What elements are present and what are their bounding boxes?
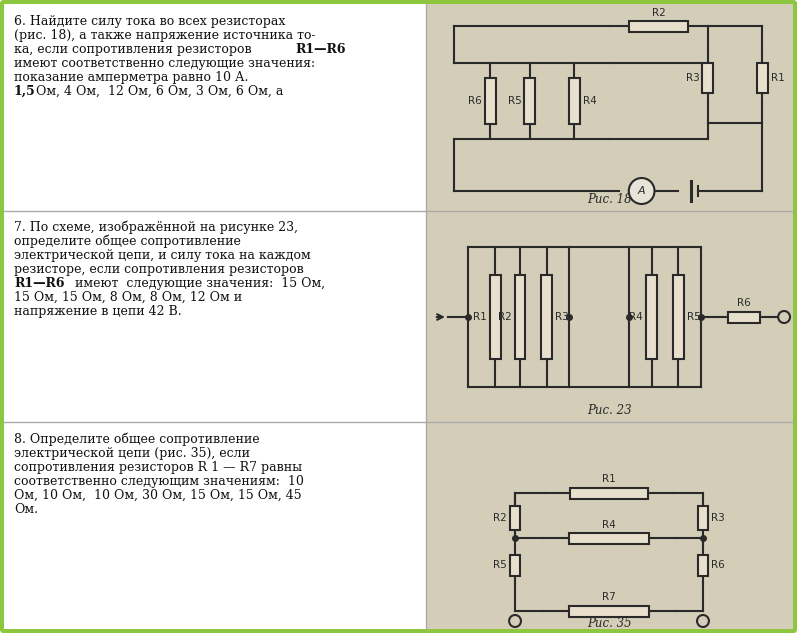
Text: резисторе, если сопротивления резисторов: резисторе, если сопротивления резисторов — [14, 263, 304, 276]
Bar — [515, 275, 525, 359]
Bar — [426, 4, 793, 211]
Bar — [4, 422, 426, 629]
Text: Рис. 35: Рис. 35 — [587, 617, 631, 630]
Bar — [524, 78, 536, 124]
Text: R4: R4 — [602, 520, 616, 529]
Circle shape — [697, 615, 709, 627]
Bar — [4, 4, 426, 211]
Text: напряжение в цепи 42 В.: напряжение в цепи 42 В. — [14, 305, 182, 318]
Text: R6: R6 — [737, 299, 751, 308]
Circle shape — [509, 615, 521, 627]
Text: R3: R3 — [555, 312, 569, 322]
Text: определите общее сопротивление: определите общее сопротивление — [14, 235, 241, 249]
Bar — [509, 555, 520, 576]
Bar — [426, 422, 793, 629]
Text: A: A — [638, 186, 646, 196]
Bar — [569, 78, 580, 124]
Circle shape — [778, 311, 790, 323]
Text: R1—R6: R1—R6 — [14, 277, 65, 290]
Bar — [697, 555, 709, 576]
Bar — [569, 532, 649, 544]
Text: R5: R5 — [508, 96, 521, 106]
Text: электрической цепи, и силу тока на каждом: электрической цепи, и силу тока на каждо… — [14, 249, 311, 262]
Text: R4: R4 — [630, 312, 643, 322]
Bar — [541, 275, 552, 359]
Bar — [757, 63, 768, 93]
Text: 7. По схеме, изображённой на рисунке 23,: 7. По схеме, изображённой на рисунке 23, — [14, 221, 298, 234]
Text: R7: R7 — [602, 592, 616, 603]
Circle shape — [629, 178, 654, 204]
Text: соответственно следующим значениям:  10: соответственно следующим значениям: 10 — [14, 475, 304, 488]
Bar — [426, 211, 793, 422]
Bar — [4, 211, 426, 422]
Text: (рис. 18), а также напряжение источника то-: (рис. 18), а также напряжение источника … — [14, 29, 316, 42]
Text: 15 Ом, 15 Ом, 8 Ом, 8 Ом, 12 Ом и: 15 Ом, 15 Ом, 8 Ом, 8 Ом, 12 Ом и — [14, 291, 242, 304]
Text: показание амперметра равно 10 А.: показание амперметра равно 10 А. — [14, 71, 249, 84]
Text: R4: R4 — [583, 96, 596, 106]
Text: R1: R1 — [473, 312, 487, 322]
Bar — [702, 63, 713, 93]
Text: имеют соответственно следующие значения:: имеют соответственно следующие значения: — [14, 57, 315, 70]
Bar — [646, 275, 657, 359]
Text: имеют  следующие значения:  15 Ом,: имеют следующие значения: 15 Ом, — [71, 277, 325, 290]
Text: Ом, 4 Ом,  12 Ом, 6 Ом, 3 Ом, 6 Ом, а: Ом, 4 Ом, 12 Ом, 6 Ом, 3 Ом, 6 Ом, а — [32, 85, 284, 98]
Text: R1: R1 — [771, 73, 784, 83]
Text: Рис. 23: Рис. 23 — [587, 404, 631, 417]
Bar — [728, 311, 760, 322]
Text: R3: R3 — [685, 73, 700, 83]
Bar — [673, 275, 684, 359]
Bar — [490, 275, 501, 359]
Text: 8. Определите общее сопротивление: 8. Определите общее сопротивление — [14, 433, 260, 446]
Text: R5: R5 — [493, 560, 507, 570]
Text: ка, если сопротивления резисторов: ка, если сопротивления резисторов — [14, 43, 256, 56]
Bar — [569, 606, 649, 617]
Text: Ом.: Ом. — [14, 503, 38, 516]
Text: R2: R2 — [493, 513, 507, 523]
Bar — [509, 506, 520, 530]
Text: Ом, 10 Ом,  10 Ом, 30 Ом, 15 Ом, 15 Ом, 45: Ом, 10 Ом, 10 Ом, 30 Ом, 15 Ом, 15 Ом, 4… — [14, 489, 301, 502]
Bar — [629, 20, 688, 32]
Text: R1: R1 — [602, 475, 616, 484]
Bar — [697, 506, 709, 530]
Text: R1—R6: R1—R6 — [295, 43, 346, 56]
Bar — [571, 487, 648, 499]
Bar — [485, 78, 496, 124]
Text: R3: R3 — [712, 513, 725, 523]
Text: R2: R2 — [652, 8, 665, 18]
Text: электрической цепи (рис. 35), если: электрической цепи (рис. 35), если — [14, 447, 250, 460]
Text: R5: R5 — [687, 312, 701, 322]
Text: R6: R6 — [468, 96, 482, 106]
Text: 6. Найдите силу тока во всех резисторах: 6. Найдите силу тока во всех резисторах — [14, 15, 285, 28]
Text: R2: R2 — [498, 312, 512, 322]
Text: 1,5: 1,5 — [14, 85, 36, 98]
Text: R6: R6 — [712, 560, 725, 570]
Text: Рис. 18: Рис. 18 — [587, 193, 631, 206]
Text: сопротивления резисторов R 1 — R7 равны: сопротивления резисторов R 1 — R7 равны — [14, 461, 302, 474]
